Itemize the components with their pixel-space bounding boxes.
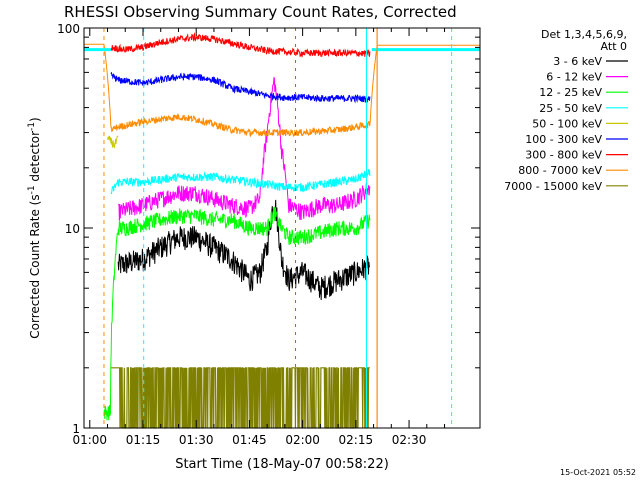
- series-line-300-800-keV: [110, 32, 371, 58]
- series-line-50-100-keV: [107, 135, 119, 149]
- legend-header-attenuator: Att 0: [601, 40, 627, 53]
- y-tick-label: 10: [65, 222, 80, 236]
- y-axis-label: Corrected Count Rate (s-1 detector-1): [27, 117, 42, 338]
- x-tick-label: 02:15: [339, 433, 374, 447]
- series-line-12-25-keV: [103, 206, 371, 421]
- y-tick-label: 100: [57, 22, 80, 36]
- legend-label: 7000 - 15000 keV: [504, 180, 602, 193]
- x-tick-label: 01:00: [72, 433, 107, 447]
- legend-label: 12 - 25 keV: [539, 86, 602, 99]
- series-line-100-300-keV: [110, 72, 371, 104]
- series-line-7000-15000-keV: [111, 367, 370, 429]
- chart-title: RHESSI Observing Summary Count Rates, Co…: [64, 3, 457, 21]
- series-line-800-7000-keV: [84, 43, 480, 138]
- axes-layer: 01:00 01:15 01:30 01:45 02:00 02:15 02:30 1 10 10…: [57, 22, 480, 447]
- x-tick-label: 01:45: [232, 433, 267, 447]
- legend-header-detectors: Det 1,3,4,5,6,9,: [541, 28, 627, 41]
- legend-label: 3 - 6 keV: [553, 55, 602, 68]
- x-axis-label: Start Time (18-May-07 00:58:22): [175, 457, 389, 472]
- x-tick-label: 02:30: [392, 433, 427, 447]
- timestamp: 15-Oct-2021 05:52: [560, 468, 636, 477]
- x-tick-label: 02:00: [285, 433, 320, 447]
- series-line-6-12-keV: [117, 76, 371, 221]
- series-layer: [84, 32, 480, 429]
- x-tick-label: 01:15: [126, 433, 161, 447]
- legend-label: 25 - 50 keV: [539, 102, 602, 115]
- y-tick-label: 1: [72, 422, 80, 436]
- legend-label: 300 - 800 keV: [525, 149, 602, 162]
- legend-label: 6 - 12 keV: [546, 71, 602, 84]
- legend-label: 100 - 300 keV: [525, 133, 602, 146]
- series-line-3-6-keV: [117, 199, 371, 301]
- x-tick-label: 01:30: [179, 433, 214, 447]
- legend: 3 - 6 keV 6 - 12 keV 12 - 25 keV 25 - 50 ke…: [504, 55, 628, 193]
- series-line-25-50-keV: [110, 168, 371, 195]
- markers-layer: [84, 28, 480, 428]
- legend-label: 800 - 7000 keV: [518, 164, 602, 177]
- legend-label: 50 - 100 keV: [532, 117, 602, 130]
